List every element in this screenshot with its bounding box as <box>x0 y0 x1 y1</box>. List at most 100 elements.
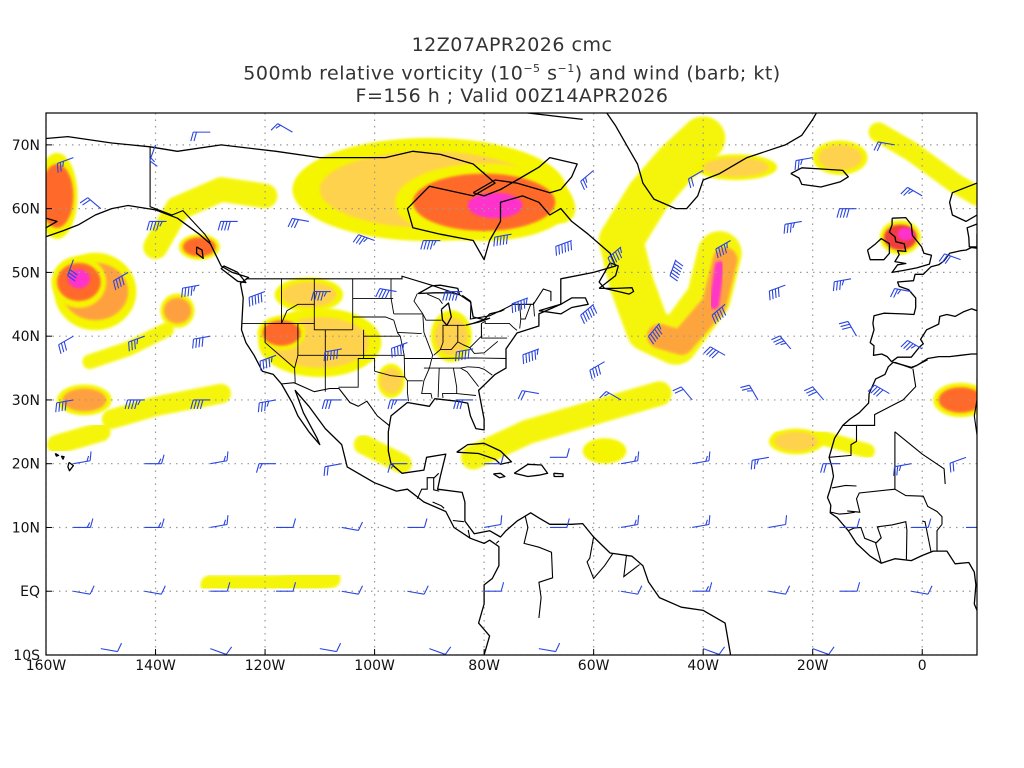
barb-flag-half <box>780 342 787 346</box>
country-border <box>894 359 928 369</box>
wind-barb <box>893 463 912 477</box>
barb-flag-full <box>226 515 229 525</box>
barb-flag-full <box>181 288 184 298</box>
coastline <box>54 452 60 457</box>
barb-flag-full <box>381 289 387 299</box>
barb-flag-full <box>323 466 326 477</box>
barb-flag-full <box>828 646 835 655</box>
barb-flag-full <box>609 255 615 265</box>
wind-barb <box>620 585 643 595</box>
barb-flag-full <box>459 399 464 410</box>
barb-flag-full <box>723 244 728 254</box>
barb-flag-full <box>59 162 62 172</box>
state-border <box>390 278 395 314</box>
coastline <box>538 297 589 315</box>
barb-flag-full <box>384 290 390 299</box>
barb-flag-full <box>198 337 201 348</box>
country-border <box>452 519 464 523</box>
coastline <box>440 302 452 326</box>
barb-flag-full <box>352 234 360 243</box>
barb-flag-half <box>159 221 163 227</box>
wind-barb <box>589 361 605 380</box>
barb-staff <box>73 460 91 465</box>
lon-tick-label: 160W <box>26 658 67 674</box>
barb-flag-full <box>393 347 396 357</box>
barb-flag-half <box>800 159 803 165</box>
barb-flag-full <box>423 240 428 250</box>
barb-flag-full <box>134 339 136 350</box>
coastline <box>606 113 818 210</box>
barb-flag-full <box>127 399 132 410</box>
barb-flag-full <box>906 343 914 351</box>
barb-flag-full <box>187 286 190 297</box>
barb-flag-full <box>580 314 585 324</box>
vorticity-band <box>82 322 174 370</box>
wind-barb <box>255 463 277 473</box>
wind-barb <box>900 186 923 197</box>
barb-flag-full <box>768 290 771 301</box>
barb-flag-half <box>705 519 708 526</box>
barb-flag-half <box>634 519 637 526</box>
barb-flag-full <box>130 399 135 410</box>
barb-flag-full <box>63 341 68 351</box>
barb-flag-full <box>952 462 955 472</box>
barb-staff <box>620 460 638 465</box>
country-border <box>922 520 932 552</box>
barb-flag-full <box>442 291 446 301</box>
barb-flag-full <box>317 291 321 301</box>
wind-barb <box>647 323 663 345</box>
wind-barb <box>323 348 342 362</box>
vorticity-cell <box>182 237 216 257</box>
wind-barb <box>192 335 211 349</box>
vorticity-band <box>709 261 725 310</box>
state-border <box>469 340 499 354</box>
wind-barb <box>323 463 342 477</box>
state-border <box>427 293 443 304</box>
barb-flag-full <box>708 515 711 525</box>
country-border <box>467 529 471 539</box>
barb-flag-full <box>399 345 402 355</box>
barb-flag-full <box>718 247 722 257</box>
country-border <box>894 488 943 525</box>
barb-flag-full <box>555 246 558 256</box>
barb-staff <box>949 456 967 464</box>
country-border <box>416 472 440 500</box>
wind-barb <box>820 463 841 473</box>
barb-staff <box>907 186 923 197</box>
barb-flag-full <box>260 292 263 303</box>
wind-barb <box>517 390 539 400</box>
barb-staff <box>620 590 638 595</box>
lon-tick-label: 140W <box>135 658 176 674</box>
barb-flag-full <box>270 123 279 131</box>
barb-flag-full <box>310 291 315 301</box>
barb-flag-full <box>708 582 713 592</box>
barb-flag-full <box>797 159 800 170</box>
barb-staff <box>341 590 359 595</box>
lon-tick-label: 80W <box>468 658 500 674</box>
wind-barb <box>549 448 570 458</box>
coastline <box>790 167 849 188</box>
barb-flag-half <box>525 298 528 304</box>
wind-barb <box>210 646 233 655</box>
wind-barb <box>804 386 825 401</box>
barb-staff <box>692 460 710 465</box>
barb-flag-full <box>358 236 366 245</box>
barb-flag-full <box>259 361 262 371</box>
barb-flag-full <box>650 333 657 343</box>
barb-staff <box>620 523 638 529</box>
wind-barb <box>692 451 711 465</box>
wind-barb <box>146 220 167 231</box>
state-border <box>358 358 405 378</box>
barb-flag-full <box>292 518 297 528</box>
barb-flag-full <box>674 263 683 270</box>
barb-flag-full <box>445 291 449 301</box>
barb-flag-full <box>387 463 391 473</box>
vorticity-band <box>353 434 412 474</box>
barb-staff <box>58 335 74 346</box>
wind-barb <box>522 348 540 365</box>
wind-barb <box>703 346 726 359</box>
coastline <box>60 455 65 460</box>
barb-flag-full <box>117 642 123 652</box>
wind-barb <box>580 169 595 191</box>
